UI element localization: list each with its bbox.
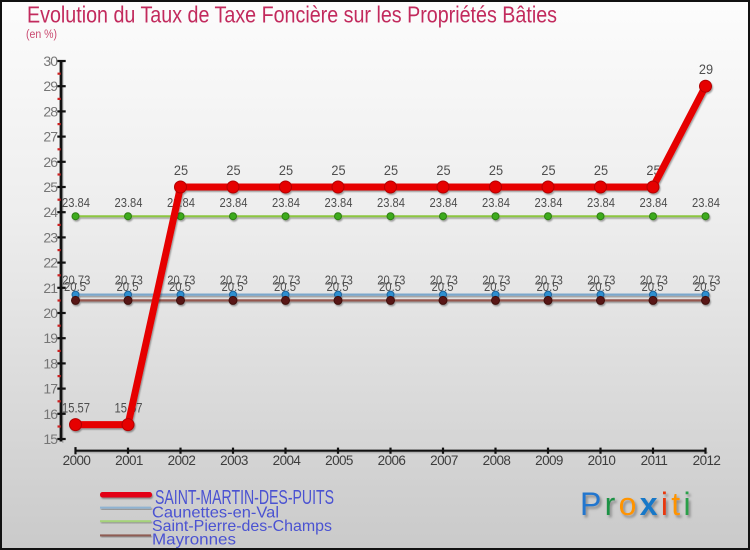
svg-text:2005: 2005: [325, 453, 353, 468]
svg-text:23.84: 23.84: [640, 195, 668, 210]
svg-text:20.5: 20.5: [694, 279, 716, 294]
svg-text:20.5: 20.5: [327, 279, 349, 294]
svg-text:25: 25: [174, 163, 188, 178]
svg-text:20.5: 20.5: [274, 279, 296, 294]
svg-text:23.84: 23.84: [535, 195, 563, 210]
svg-text:15.57: 15.57: [62, 400, 90, 415]
svg-text:2004: 2004: [273, 453, 302, 468]
svg-text:18: 18: [43, 355, 58, 371]
svg-text:20.73: 20.73: [640, 272, 668, 287]
svg-text:23.84: 23.84: [272, 195, 300, 210]
svg-text:22: 22: [43, 255, 58, 271]
svg-text:27: 27: [43, 129, 58, 145]
svg-text:15: 15: [43, 431, 58, 447]
svg-text:23.84: 23.84: [587, 195, 615, 210]
svg-text:20.5: 20.5: [379, 279, 401, 294]
svg-text:20.73: 20.73: [220, 272, 248, 287]
svg-text:2010: 2010: [588, 453, 616, 468]
svg-text:29: 29: [43, 78, 58, 94]
svg-text:20.5: 20.5: [537, 279, 559, 294]
svg-text:Mayronnes: Mayronnes: [152, 532, 236, 549]
svg-text:2012: 2012: [693, 453, 721, 468]
svg-text:2002: 2002: [168, 453, 196, 468]
svg-text:30: 30: [43, 53, 58, 69]
svg-text:23.84: 23.84: [377, 195, 405, 210]
svg-text:20.73: 20.73: [430, 272, 458, 287]
svg-text:20.73: 20.73: [325, 272, 353, 287]
svg-text:28: 28: [43, 103, 58, 119]
svg-text:23.84: 23.84: [62, 195, 90, 210]
svg-text:2006: 2006: [378, 453, 406, 468]
svg-text:2001: 2001: [115, 453, 143, 468]
svg-text:23.84: 23.84: [692, 195, 720, 210]
svg-text:23: 23: [43, 229, 58, 245]
svg-text:20.5: 20.5: [222, 279, 244, 294]
svg-text:25: 25: [594, 163, 608, 178]
svg-text:20.73: 20.73: [482, 272, 510, 287]
svg-text:2011: 2011: [641, 453, 668, 468]
svg-text:25: 25: [384, 163, 398, 178]
svg-text:25: 25: [43, 179, 58, 195]
svg-text:23.84: 23.84: [430, 195, 458, 210]
svg-text:20.73: 20.73: [587, 272, 615, 287]
svg-text:20.73: 20.73: [272, 272, 300, 287]
svg-text:17: 17: [43, 381, 58, 397]
svg-text:2009: 2009: [535, 453, 563, 468]
svg-text:25: 25: [331, 163, 345, 178]
svg-text:23.84: 23.84: [220, 195, 248, 210]
svg-text:25: 25: [489, 163, 503, 178]
svg-text:16: 16: [43, 406, 58, 422]
svg-text:2008: 2008: [483, 453, 511, 468]
svg-text:24: 24: [43, 204, 58, 220]
svg-text:20.73: 20.73: [535, 272, 563, 287]
svg-text:20.5: 20.5: [117, 279, 139, 294]
svg-text:2003: 2003: [220, 453, 248, 468]
svg-text:25: 25: [226, 163, 240, 178]
svg-text:SAINT-MARTIN-DES-PUITS: SAINT-MARTIN-DES-PUITS: [155, 487, 334, 509]
svg-text:Caunettes-en-Val: Caunettes-en-Val: [152, 505, 279, 522]
svg-text:Proxiti: Proxiti: [580, 486, 694, 522]
svg-text:20.73: 20.73: [62, 272, 90, 287]
svg-text:2007: 2007: [430, 453, 458, 468]
svg-text:20.73: 20.73: [692, 272, 720, 287]
svg-text:20.5: 20.5: [169, 279, 191, 294]
svg-text:20.73: 20.73: [167, 272, 195, 287]
svg-text:2000: 2000: [63, 453, 91, 468]
svg-text:(en %): (en %): [26, 29, 57, 41]
svg-text:Saint-Pierre-des-Champs: Saint-Pierre-des-Champs: [152, 518, 332, 535]
svg-text:20.5: 20.5: [484, 279, 506, 294]
svg-text:20.5: 20.5: [589, 279, 611, 294]
svg-text:20.5: 20.5: [64, 279, 86, 294]
svg-text:26: 26: [43, 154, 58, 170]
svg-text:25: 25: [541, 163, 555, 178]
svg-text:Evolution du Taux de Taxe Fonc: Evolution du Taux de Taxe Foncière sur l…: [27, 2, 557, 28]
svg-text:23.84: 23.84: [115, 195, 143, 210]
svg-text:20: 20: [43, 305, 58, 321]
svg-text:20.5: 20.5: [642, 279, 664, 294]
svg-text:23.84: 23.84: [482, 195, 510, 210]
svg-text:25: 25: [436, 163, 450, 178]
svg-text:23.84: 23.84: [325, 195, 353, 210]
svg-text:25: 25: [279, 163, 293, 178]
svg-text:20.73: 20.73: [115, 272, 143, 287]
svg-text:20.5: 20.5: [432, 279, 454, 294]
svg-text:21: 21: [43, 280, 58, 296]
svg-text:20.73: 20.73: [377, 272, 405, 287]
svg-text:29: 29: [699, 62, 713, 77]
svg-text:19: 19: [43, 330, 58, 346]
